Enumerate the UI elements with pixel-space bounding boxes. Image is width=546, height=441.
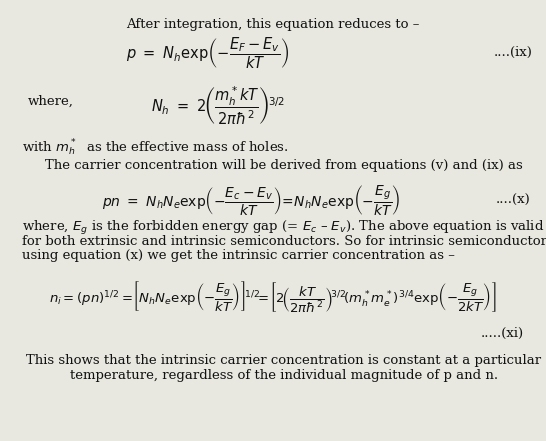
- Text: for both extrinsic and intrinsic semiconductors. So for intrinsic semiconductors: for both extrinsic and intrinsic semicon…: [22, 235, 546, 248]
- Text: where, $E_g$ is the forbidden energy gap (= $E_c$ – $E_v$). The above equation i: where, $E_g$ is the forbidden energy gap…: [22, 219, 544, 236]
- Text: with $m_h^*$  as the effective mass of holes.: with $m_h^*$ as the effective mass of ho…: [22, 138, 289, 158]
- Text: $pn \ = \ N_h N_e \exp\!\left(-\dfrac{E_c - E_v}{kT}\right)\!=\!N_h N_e \exp\!\l: $pn \ = \ N_h N_e \exp\!\left(-\dfrac{E_…: [102, 183, 400, 217]
- Text: This shows that the intrinsic carrier concentration is constant at a particular: This shows that the intrinsic carrier co…: [26, 354, 542, 367]
- Text: $N_h \ = \ 2\!\left(\dfrac{m_h^* kT}{2\pi\hbar^2}\right)^{\!3/2}$: $N_h \ = \ 2\!\left(\dfrac{m_h^* kT}{2\p…: [151, 85, 286, 127]
- Text: using equation (x) we get the intrinsic carrier concentration as –: using equation (x) we get the intrinsic …: [22, 249, 455, 262]
- Text: .....(xi): .....(xi): [481, 326, 524, 340]
- Text: $p \ = \ N_h \exp\!\left(-\dfrac{E_F - E_v}{kT}\right)$: $p \ = \ N_h \exp\!\left(-\dfrac{E_F - E…: [126, 35, 289, 71]
- Text: ....(x): ....(x): [496, 194, 531, 207]
- Text: $n_i = (pn)^{1/2} = \!\left[N_h N_e \exp\!\left(-\dfrac{E_g}{kT}\right)\right]^{: $n_i = (pn)^{1/2} = \!\left[N_h N_e \exp…: [49, 280, 497, 315]
- Text: ....(ix): ....(ix): [494, 46, 533, 60]
- Text: The carrier concentration will be derived from equations (v) and (ix) as: The carrier concentration will be derive…: [45, 159, 523, 172]
- Text: After integration, this equation reduces to –: After integration, this equation reduces…: [126, 18, 420, 30]
- Text: where,: where,: [27, 95, 73, 108]
- Text: temperature, regardless of the individual magnitude of p and n.: temperature, regardless of the individua…: [70, 369, 498, 382]
